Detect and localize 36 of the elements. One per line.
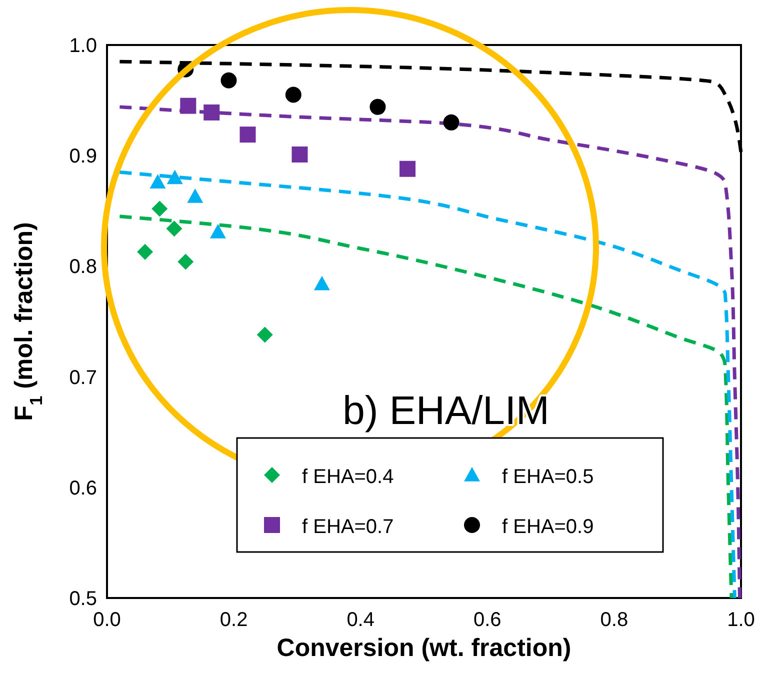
x-tick-label: 0.2 (220, 609, 248, 631)
y-tick-label: 0.5 (69, 588, 97, 610)
legend-label: f EHA=0.9 (502, 516, 594, 538)
point (210, 224, 226, 238)
y-tick-label: 0.9 (69, 146, 97, 168)
x-tick-label: 0.4 (346, 609, 375, 631)
y-tick-label: 0.6 (69, 477, 97, 500)
point (443, 114, 460, 130)
x-tick-label: 0.6 (473, 609, 502, 631)
point (150, 174, 166, 189)
y-tick-label: 0.7 (69, 366, 97, 389)
legend-label: f EHA=0.4 (302, 466, 394, 488)
point (292, 146, 308, 162)
y-tick-label: 0.8 (69, 256, 97, 278)
point (187, 188, 204, 203)
point (240, 126, 256, 143)
x-tick-label: 0.8 (600, 609, 628, 631)
point (152, 200, 168, 217)
x-tick-label: 1.0 (727, 609, 755, 631)
legend-label: f EHA=0.7 (302, 516, 394, 538)
point (180, 98, 196, 114)
point (166, 220, 182, 237)
point (256, 326, 273, 343)
x-tick-label: 0.0 (93, 609, 121, 631)
point (285, 86, 302, 103)
point (178, 254, 194, 270)
y-tick-label: 1.0 (69, 35, 97, 57)
point (166, 170, 183, 184)
legend-label: f EHA=0.5 (502, 466, 594, 488)
point (204, 104, 220, 120)
point (137, 244, 154, 260)
point (400, 160, 416, 177)
point (314, 276, 330, 290)
x-axis-title: Conversion (wt. fraction) (276, 634, 572, 662)
point (220, 72, 237, 88)
point (370, 98, 386, 115)
